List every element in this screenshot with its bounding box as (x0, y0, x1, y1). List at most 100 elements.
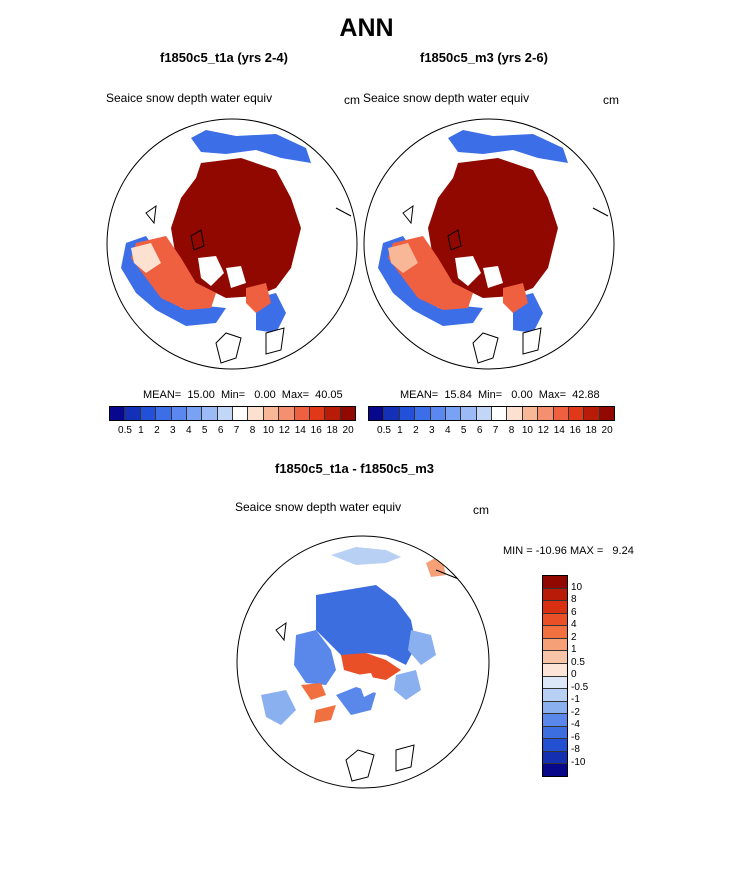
diff-colorbar-tick-label: 10 (571, 581, 583, 593)
diff-colorbar-tick-label: 4 (571, 619, 577, 630)
panel-1-stats: MEAN= 15.00 Min= 0.00 Max= 40.05 (143, 389, 343, 401)
panel-2-colorbar-swatch (384, 407, 400, 420)
panel-2-colorbar-tick-label: 6 (476, 425, 483, 436)
panel-2-stats: MEAN= 15.84 Min= 0.00 Max= 42.88 (400, 389, 600, 401)
panel-2-colorbar-tick-label: 4 (444, 425, 451, 436)
diff-colorbar-tick-label: -6 (571, 731, 580, 743)
panel-2-colorbar-swatch (399, 407, 416, 420)
panel-1-colorbar-swatch (248, 407, 264, 420)
panel-2-colorbar-swatch (568, 407, 585, 420)
diff-colorbar-tick-label: 0 (571, 669, 577, 680)
panel-1-colorbar: 0.5 1 2 3 4 5 6 7 8 10 12 14 16 18 20 (109, 406, 356, 436)
panel-2-colorbar-tick-label: 0.5 (377, 425, 391, 436)
diff-colorbar-tick-label: -10 (571, 756, 586, 768)
diff-colorbar-tick-label: 6 (571, 606, 577, 618)
panel-2-colorbar-tick-label: 8 (508, 425, 515, 436)
panel-2-colorbar-tick-label: 18 (585, 425, 597, 436)
diff-panel-stats: MIN = -10.96 MAX = 9.24 (503, 545, 634, 557)
diff-colorbar-swatch (543, 576, 567, 589)
panel-2-colorbar-swatch (430, 407, 446, 420)
diff-colorbar-swatch (543, 626, 567, 639)
diff-panel-title: f1850c5_t1a - f1850c5_m3 (275, 461, 435, 476)
diff-colorbar-swatch (543, 726, 567, 740)
diff-colorbar-tick-label: -4 (571, 719, 580, 730)
panel-2-colorbar-tick-label: 1 (397, 425, 403, 436)
diff-colorbar-tick-label: -0.5 (571, 681, 589, 693)
diff-colorbar-swatch (543, 613, 567, 627)
panel-2-colorbar-tick-label: 7 (492, 425, 499, 436)
diff-colorbar-swatch (543, 739, 567, 752)
diff-colorbar-swatch (543, 689, 567, 702)
diff-colorbar-tick-label: -2 (571, 706, 580, 718)
panel-2-colorbar-tick-label: 14 (553, 425, 565, 436)
panel-1-colorbar-tick-label: 18 (326, 425, 338, 436)
panel-1-colorbar-tick-label: 2 (154, 425, 160, 436)
panel-1-colorbar-swatch (202, 407, 218, 420)
panel-1-colorbar-tick-label: 12 (278, 425, 290, 436)
panel-1-colorbar-tick-label: 6 (217, 425, 224, 436)
panel-1-colorbar-swatch (125, 407, 141, 420)
panel-1-colorbar-tick-label: 10 (262, 425, 274, 436)
panel-1-units: cm (344, 93, 360, 107)
diff-colorbar-swatch (543, 638, 567, 652)
panel-2-colorbar-tick-label: 16 (569, 425, 581, 436)
diff-colorbar-swatch (543, 588, 567, 602)
diff-panel-units: cm (473, 503, 489, 517)
panel-1-map (106, 118, 358, 370)
panel-1-colorbar-swatch (186, 407, 203, 420)
panel-2-colorbar-tick-label: 12 (537, 425, 549, 436)
panel-1-colorbar-tick-label: 16 (310, 425, 322, 436)
panel-2-colorbar-swatch (584, 407, 600, 420)
page-title: ANN (339, 14, 394, 42)
panel-2-title: f1850c5_m3 (yrs 2-6) (420, 50, 548, 65)
panel-2-colorbar-tick-label: 2 (413, 425, 419, 436)
panel-2-colorbar-swatch (492, 407, 508, 420)
panel-1-colorbar-swatch (140, 407, 157, 420)
panel-2-colorbar-swatch (507, 407, 523, 420)
panel-1-colorbar-swatch (171, 407, 187, 420)
diff-panel-variable: Seaice snow depth water equiv (235, 500, 402, 514)
panel-2-colorbar-tick-label: 3 (429, 425, 435, 436)
panel-1-colorbar-tick-label: 20 (342, 425, 354, 436)
diff-panel-map (236, 535, 490, 789)
diff-colorbar-tick-label: 1 (571, 644, 577, 655)
panel-1-colorbar-swatch (325, 407, 341, 420)
panel-1-colorbar-swatch (110, 407, 126, 420)
panel-2-colorbar-tick-label: 5 (460, 425, 467, 436)
diff-colorbar-tick-label: 2 (571, 631, 577, 643)
diff-colorbar-tick-label: -1 (571, 694, 580, 705)
panel-1-colorbar-swatch (263, 407, 280, 420)
panel-2-map (363, 118, 615, 370)
panel-2-units: cm (603, 93, 619, 107)
panel-1-colorbar-swatch (217, 407, 233, 420)
diff-colorbar-swatch (543, 651, 567, 664)
panel-1-colorbar-swatch (156, 407, 172, 420)
panel-1-variable: Seaice snow depth water equiv (106, 91, 273, 105)
diff-colorbar (542, 575, 568, 777)
panel-1-colorbar-swatch (309, 407, 326, 420)
panel-2-colorbar-swatch (445, 407, 462, 420)
panel-1-colorbar-swatch (294, 407, 310, 420)
panel-2-colorbar-swatch (476, 407, 492, 420)
diff-colorbar-tick-label: -8 (571, 744, 580, 755)
panel-2-colorbar-swatch (538, 407, 554, 420)
panel-1-colorbar-swatch (233, 407, 249, 420)
panel-1-colorbar-tick-label: 14 (294, 425, 306, 436)
panel-2-colorbar-swatch (369, 407, 385, 420)
panel-2-colorbar-swatch (553, 407, 569, 420)
diff-colorbar-labels: 10 8 6 4 2 1 0.5 0 -0.5 -1 -2 -4 -6 -8 -10 (571, 575, 611, 780)
panel-1-colorbar-tick-label: 4 (185, 425, 192, 436)
diff-colorbar-swatch (543, 601, 567, 614)
diff-colorbar-tick-label: 0.5 (571, 656, 585, 668)
panel-1-colorbar-swatch (340, 407, 355, 420)
panel-1-title: f1850c5_t1a (yrs 2-4) (160, 50, 288, 65)
panel-2-colorbar-swatch (599, 407, 614, 420)
panel-1-colorbar-tick-label: 7 (233, 425, 240, 436)
panel-2-colorbar-swatch (461, 407, 477, 420)
panel-1-colorbar-tick-label: 0.5 (118, 425, 132, 436)
panel-1-colorbar-swatch (279, 407, 295, 420)
diff-colorbar-tick-label: 8 (571, 594, 577, 605)
panel-1-colorbar-tick-label: 5 (201, 425, 208, 436)
diff-colorbar-swatch (543, 701, 567, 715)
panel-2-colorbar-tick-label: 10 (521, 425, 533, 436)
